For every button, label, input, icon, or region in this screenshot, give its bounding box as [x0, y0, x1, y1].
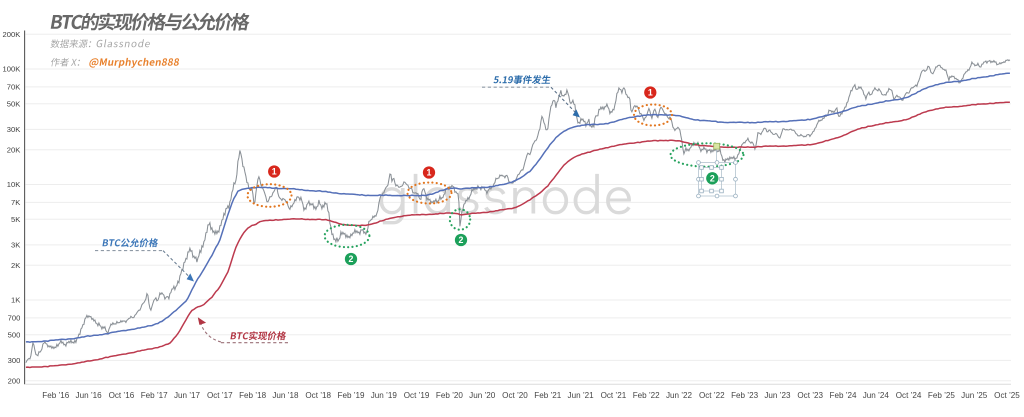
svg-text:Oct ’21: Oct ’21	[601, 391, 627, 400]
svg-text:Feb ’23: Feb ’23	[731, 391, 758, 400]
svg-text:Jun ’24: Jun ’24	[863, 391, 890, 400]
svg-text:Oct ’18: Oct ’18	[305, 391, 331, 400]
svg-text:Oct ’16: Oct ’16	[109, 391, 135, 400]
svg-text:Feb ’20: Feb ’20	[436, 391, 463, 400]
svg-text:Feb ’25: Feb ’25	[928, 391, 955, 400]
svg-text:1: 1	[427, 168, 432, 178]
svg-text:Jun ’16: Jun ’16	[76, 391, 103, 400]
svg-text:Jun ’17: Jun ’17	[174, 391, 201, 400]
svg-text:Jun ’20: Jun ’20	[469, 391, 496, 400]
svg-text:Feb ’22: Feb ’22	[633, 391, 660, 400]
svg-text:1K: 1K	[11, 296, 20, 305]
svg-text:Feb ’21: Feb ’21	[534, 391, 561, 400]
svg-text:70K: 70K	[7, 83, 21, 92]
svg-text:2K: 2K	[11, 261, 20, 270]
svg-text:Oct ’19: Oct ’19	[404, 391, 430, 400]
svg-text:2: 2	[459, 235, 464, 245]
svg-text:Oct ’24: Oct ’24	[896, 391, 922, 400]
svg-text:Oct ’25: Oct ’25	[994, 391, 1020, 400]
svg-text:7K: 7K	[11, 198, 20, 207]
svg-text:Feb ’18: Feb ’18	[239, 391, 266, 400]
svg-text:Jun ’25: Jun ’25	[961, 391, 988, 400]
svg-text:100K: 100K	[3, 65, 21, 74]
svg-text:3K: 3K	[11, 241, 20, 250]
svg-text:Jun ’23: Jun ’23	[764, 391, 791, 400]
svg-text:1: 1	[272, 167, 277, 177]
svg-text:20K: 20K	[7, 145, 21, 154]
svg-text:Oct ’20: Oct ’20	[502, 391, 528, 400]
svg-text:Feb ’19: Feb ’19	[338, 391, 365, 400]
svg-text:Jun ’18: Jun ’18	[272, 391, 299, 400]
svg-text:Jun ’21: Jun ’21	[568, 391, 595, 400]
svg-text:Feb ’17: Feb ’17	[141, 391, 168, 400]
svg-text:700: 700	[8, 314, 21, 323]
svg-text:2: 2	[349, 254, 354, 264]
svg-text:Oct ’22: Oct ’22	[699, 391, 725, 400]
svg-text:200K: 200K	[3, 30, 21, 39]
svg-text:500: 500	[8, 330, 21, 339]
svg-text:Feb ’16: Feb ’16	[42, 391, 69, 400]
svg-text:2: 2	[710, 173, 715, 183]
svg-text:Oct ’23: Oct ’23	[797, 391, 823, 400]
svg-text:5K: 5K	[11, 215, 20, 224]
svg-text:30K: 30K	[7, 125, 21, 134]
svg-text:Jun ’22: Jun ’22	[666, 391, 693, 400]
svg-text:10K: 10K	[7, 180, 21, 189]
svg-text:300: 300	[8, 356, 21, 365]
svg-text:Jun ’19: Jun ’19	[371, 391, 398, 400]
svg-text:200: 200	[8, 376, 21, 385]
svg-text:Oct ’17: Oct ’17	[207, 391, 233, 400]
svg-text:Feb ’24: Feb ’24	[830, 391, 857, 400]
svg-text:50K: 50K	[7, 99, 21, 108]
svg-text:1: 1	[648, 88, 653, 98]
